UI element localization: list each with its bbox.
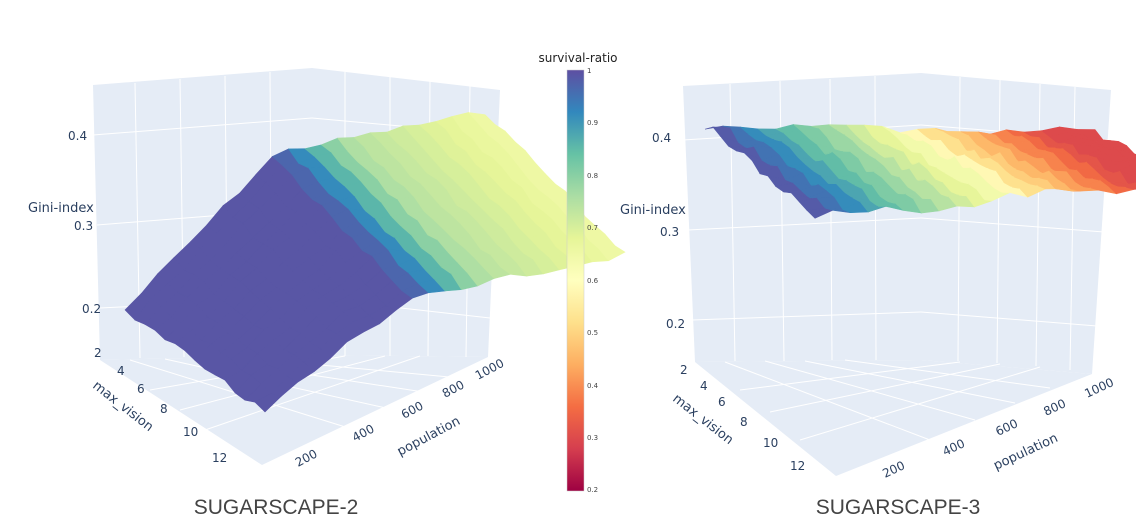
colorbar-ticks: 1 0.9 0.8 0.7 0.6 0.5 0.4 0.3 0.2 — [587, 67, 599, 494]
x-tick-label: 600 — [399, 399, 426, 422]
gridline — [92, 117, 313, 136]
colorbar-tick-label: 0.4 — [587, 382, 599, 390]
colorbar-tick-label: 1 — [587, 67, 591, 75]
colorbar-title: survival-ratio — [538, 51, 617, 65]
gridline — [799, 366, 1041, 441]
y-tick-label: 8 — [740, 415, 748, 429]
x-tick-label: 200 — [293, 447, 320, 470]
panel-sugarscape-3[interactable]: 0.4 0.3 0.2 Gini-index 2 4 6 8 10 12 max… — [620, 73, 1136, 519]
colorbar-tick-label: 0.7 — [587, 224, 598, 232]
x-tick-label: 1000 — [1082, 375, 1116, 401]
gridline — [687, 217, 922, 231]
y-tick-label: 12 — [790, 459, 805, 473]
gridline — [204, 355, 421, 431]
gridlines-right — [682, 75, 1112, 441]
floor-right — [695, 360, 1092, 476]
gridline — [920, 217, 1105, 233]
z-tick-label: 0.2 — [666, 317, 685, 331]
gridline — [804, 360, 1016, 404]
colorbar: survival-ratio 1 0.9 0.8 0.7 0.6 0.5 0.4… — [538, 51, 617, 494]
y-tick-label: 2 — [94, 346, 102, 360]
surface-patch — [598, 245, 626, 262]
gridline — [844, 359, 1051, 389]
colorbar-bar — [566, 69, 585, 492]
surface-patch — [1122, 161, 1136, 169]
x-tick-label: 400 — [940, 436, 967, 458]
panel-sugarscape-2[interactable]: 0.4 0.3 0.2 Gini-index 2 4 6 8 10 12 max… — [28, 68, 626, 519]
x-tick-label: 400 — [350, 422, 377, 445]
surface-patch — [1112, 165, 1136, 178]
z-ticks-right: 0.4 0.3 0.2 — [652, 131, 685, 331]
gridline — [996, 79, 1001, 364]
surface-patch — [1132, 159, 1136, 163]
z-tick-label: 0.3 — [74, 219, 93, 233]
z-axis-title-right: Gini-index — [620, 203, 686, 218]
z-tick-label: 0.3 — [660, 225, 679, 239]
y-tick-label: 2 — [680, 363, 688, 377]
colorbar-tick-label: 0.6 — [587, 277, 599, 285]
gridline — [691, 311, 922, 321]
x-tick-label: 800 — [1041, 396, 1068, 418]
y-tick-label: 6 — [137, 382, 145, 396]
y-tick-label: 8 — [160, 402, 168, 416]
surface-patch — [1126, 187, 1136, 190]
y-tick-label: 12 — [212, 451, 227, 465]
gridline — [724, 361, 931, 441]
gridline — [764, 360, 976, 421]
z-tick-label: 0.4 — [68, 129, 87, 143]
z-axis-title-left: Gini-index — [28, 201, 94, 216]
colorbar-tick-label: 0.8 — [587, 172, 598, 180]
y-tick-label: 4 — [117, 364, 125, 378]
surface-patch — [1115, 149, 1136, 158]
y-tick-label: 6 — [718, 395, 726, 409]
y-tick-label: 4 — [700, 379, 708, 393]
surface-sugarscape-3 — [704, 124, 1136, 219]
floor-left — [100, 355, 488, 465]
z-tick-label: 0.4 — [652, 131, 671, 145]
y-axis-title-right: max_vision — [670, 391, 737, 448]
surface-sugarscape-2 — [124, 112, 626, 413]
x-tick-label: 600 — [993, 416, 1020, 438]
side-wall-right — [921, 73, 1111, 374]
panel-title-right: SUGARSCAPE-3 — [816, 496, 981, 519]
surface-patch — [1124, 156, 1136, 161]
gridline — [920, 311, 1098, 327]
y-tick-label: 10 — [763, 436, 778, 450]
y-ticks-left: 2 4 6 8 10 12 — [94, 346, 227, 465]
surface-patch — [1119, 170, 1136, 184]
y-tick-label: 10 — [183, 425, 198, 439]
colorbar-tick-label: 0.5 — [587, 329, 598, 337]
x-tick-label: 200 — [880, 458, 907, 480]
z-ticks-left: 0.4 0.3 0.2 — [68, 129, 101, 316]
panel-title-left: SUGARSCAPE-2 — [194, 496, 359, 519]
colorbar-tick-label: 0.9 — [587, 119, 598, 127]
z-tick-label: 0.2 — [82, 302, 101, 316]
gridline — [769, 363, 1001, 413]
gridline — [739, 361, 961, 391]
y-ticks-right: 2 4 6 8 10 12 — [680, 363, 805, 473]
gridline — [874, 75, 877, 361]
colorbar-tick-label: 0.3 — [587, 434, 598, 442]
colorbar-tick-label: 0.2 — [587, 486, 598, 494]
x-tick-label: 800 — [440, 378, 467, 401]
gridline — [957, 76, 961, 362]
